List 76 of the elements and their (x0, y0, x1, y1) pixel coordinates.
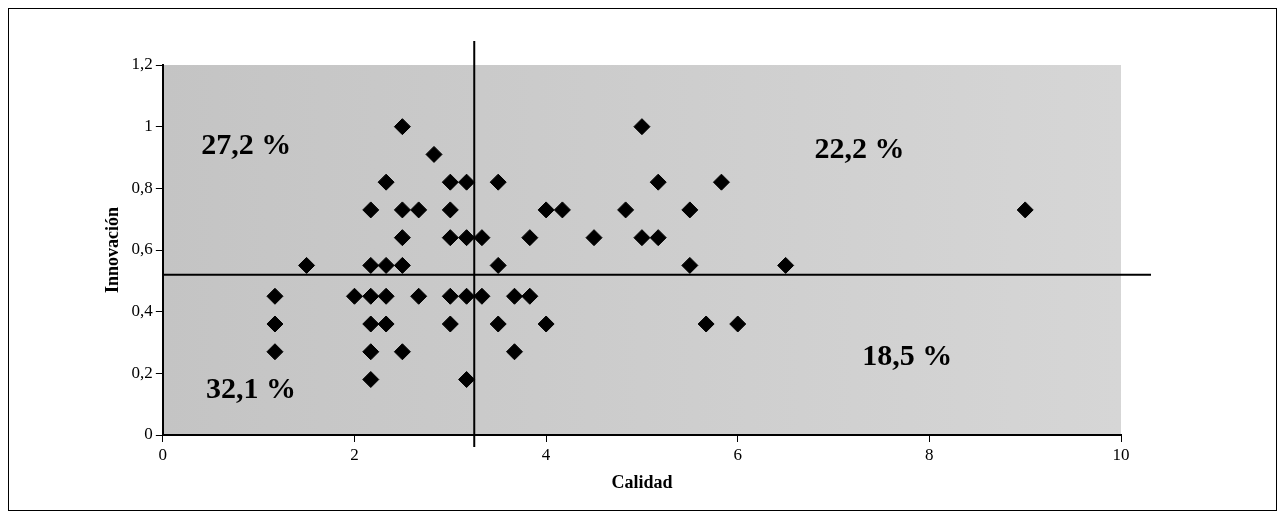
point (458, 371, 476, 388)
point (441, 315, 459, 333)
point (393, 343, 411, 361)
point (441, 173, 459, 191)
y-tick-label: 0,2 (131, 362, 153, 382)
point (681, 256, 699, 274)
y-tick-label: 0,8 (131, 177, 153, 197)
x-tick-label: 10 (1112, 444, 1130, 464)
annotation: 18,5 % (862, 338, 953, 372)
y-tick-label: 1,2 (131, 54, 153, 74)
point (649, 229, 667, 247)
x-tick-label: 4 (541, 444, 551, 464)
point (649, 173, 667, 191)
x-tick-label: 0 (158, 444, 168, 464)
point (489, 315, 507, 333)
y-tick-label: 0,4 (131, 301, 154, 321)
point (505, 287, 523, 305)
point (377, 256, 395, 274)
point (633, 118, 651, 136)
point (521, 287, 539, 305)
x-tick-label: 8 (925, 444, 934, 464)
point (521, 229, 539, 247)
annotation: 27,2 % (201, 127, 292, 161)
x-tick-label: 2 (350, 444, 359, 464)
point (473, 287, 491, 305)
annotation: 22,2 % (814, 130, 905, 164)
point (393, 256, 411, 274)
point (298, 256, 316, 274)
point (441, 201, 459, 219)
point (362, 315, 380, 333)
point (362, 201, 380, 219)
x-tick-label: 6 (733, 444, 742, 464)
point (345, 287, 363, 305)
y-tick-label: 0,6 (131, 239, 153, 259)
point (362, 256, 380, 274)
point (362, 343, 380, 361)
point (410, 287, 428, 305)
point (777, 256, 795, 274)
point (377, 287, 395, 305)
point (729, 315, 747, 333)
point (377, 173, 395, 191)
point (553, 201, 571, 219)
y-tick-label: 1 (144, 116, 153, 136)
y-axis-title: Innovación (102, 206, 123, 294)
point (505, 343, 523, 361)
point (441, 229, 459, 247)
point (458, 173, 476, 191)
point (362, 287, 380, 305)
point (266, 287, 284, 305)
point (681, 201, 699, 219)
point (712, 173, 730, 191)
point (425, 145, 443, 163)
point (266, 315, 284, 333)
point (617, 201, 635, 219)
point (458, 229, 476, 247)
point (266, 343, 284, 361)
point (633, 229, 651, 247)
point (458, 287, 476, 305)
point (537, 315, 555, 333)
point (393, 229, 411, 247)
point (697, 315, 715, 333)
point (537, 201, 555, 219)
point (1016, 201, 1034, 219)
point (393, 118, 411, 136)
point (393, 201, 411, 219)
point (489, 173, 507, 191)
point (585, 229, 603, 247)
point (473, 229, 491, 247)
point (489, 256, 507, 274)
y-tick-label: 0 (144, 424, 153, 444)
x-axis-title: Calidad (611, 471, 673, 492)
annotation: 32,1 % (205, 371, 296, 405)
point (362, 371, 380, 388)
point (441, 287, 459, 305)
point (377, 315, 395, 333)
point (410, 201, 428, 219)
